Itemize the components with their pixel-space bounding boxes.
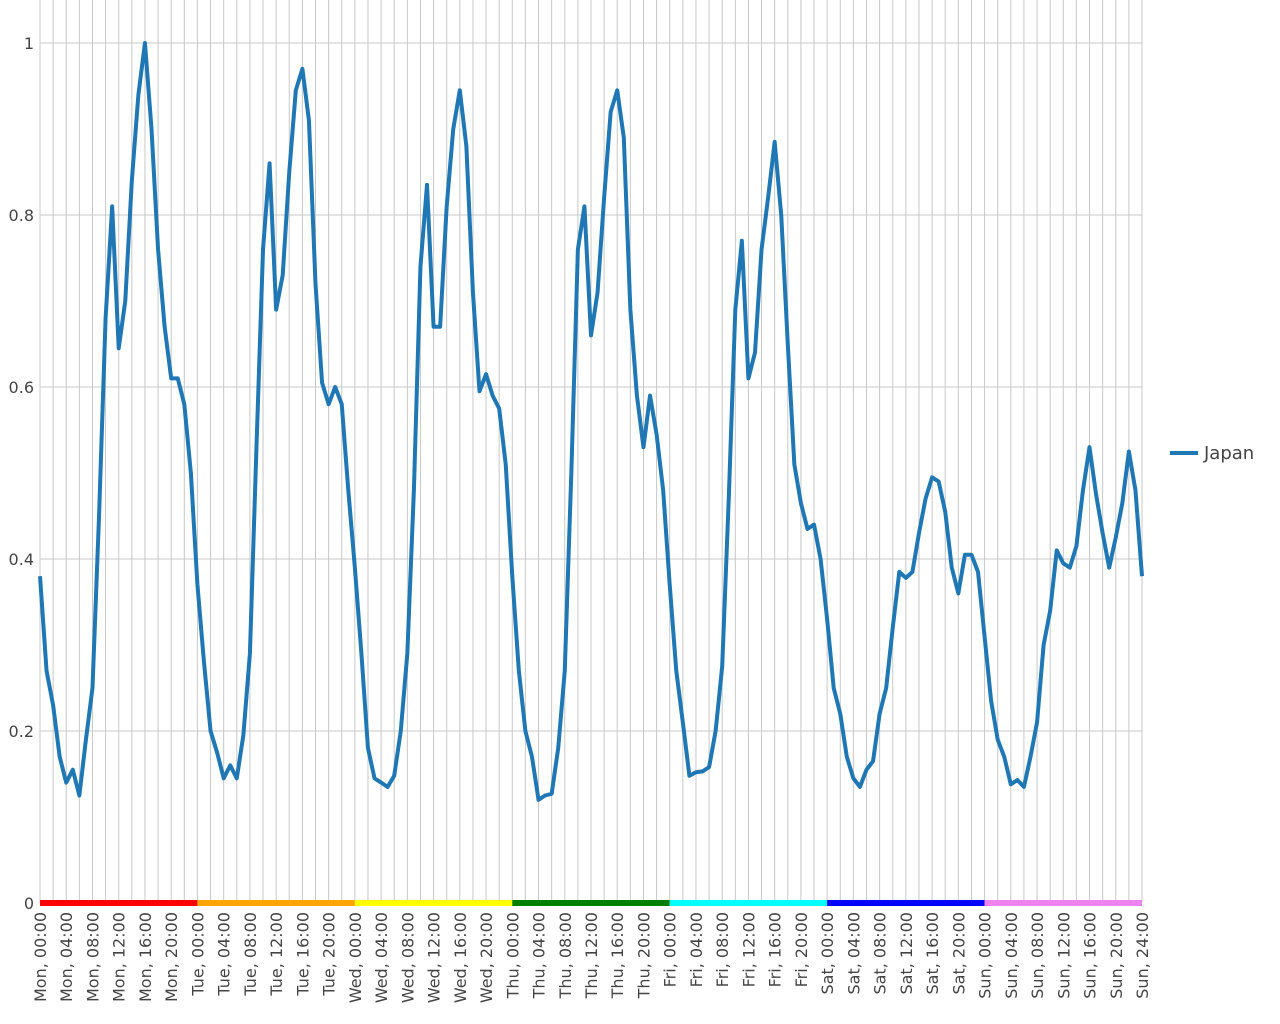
x-tick-label: Fri, 00:00 bbox=[661, 912, 680, 987]
x-tick-label: Sat, 20:00 bbox=[949, 912, 968, 995]
x-tick-label: Wed, 08:00 bbox=[398, 912, 417, 1003]
y-tick-label: 0.8 bbox=[9, 206, 34, 225]
x-tick-label: Wed, 16:00 bbox=[451, 912, 470, 1003]
x-tick-label: Thu, 00:00 bbox=[503, 912, 522, 999]
y-axis-tick-labels: 0 0.2 0.4 0.6 0.8 1 bbox=[9, 34, 34, 913]
x-tick-label: Thu, 08:00 bbox=[556, 912, 575, 999]
y-tick-label: 0 bbox=[24, 894, 34, 913]
legend[interactable]: Japan bbox=[1170, 443, 1254, 464]
x-tick-label: Fri, 16:00 bbox=[766, 912, 785, 987]
x-tick-label: Mon, 00:00 bbox=[31, 912, 50, 1002]
x-tick-label: Wed, 20:00 bbox=[477, 912, 496, 1003]
vertical-gridlines bbox=[39, 0, 1143, 903]
x-tick-label: Mon, 08:00 bbox=[83, 912, 102, 1002]
day-band-wed bbox=[354, 900, 513, 906]
series-layer bbox=[38, 41, 1144, 802]
x-tick-label: Sat, 04:00 bbox=[844, 912, 863, 995]
day-color-band bbox=[40, 900, 1142, 906]
x-tick-label: Sun, 20:00 bbox=[1107, 912, 1126, 999]
x-tick-label: Sat, 12:00 bbox=[897, 912, 916, 995]
x-tick-label: Fri, 12:00 bbox=[739, 912, 758, 987]
day-band-thu bbox=[512, 900, 670, 906]
x-tick-label: Mon, 04:00 bbox=[57, 912, 76, 1002]
x-tick-label: Mon, 16:00 bbox=[136, 912, 155, 1002]
y-tick-label: 0.6 bbox=[9, 378, 34, 397]
x-axis-tick-labels: Mon, 00:00 Mon, 04:00 Mon, 08:00 Mon, 12:00… bbox=[31, 912, 1152, 1003]
x-tick-label: Tue, 00:00 bbox=[188, 912, 207, 997]
x-tick-label: Thu, 20:00 bbox=[634, 912, 653, 999]
x-tick-label: Sun, 04:00 bbox=[1002, 912, 1021, 999]
x-tick-label: Sun, 08:00 bbox=[1028, 912, 1047, 999]
x-tick-label: Sat, 08:00 bbox=[871, 912, 890, 995]
day-band-fri bbox=[669, 900, 828, 906]
x-tick-label: Tue, 04:00 bbox=[215, 912, 234, 997]
x-tick-label: Wed, 04:00 bbox=[372, 912, 391, 1003]
x-tick-label: Tue, 20:00 bbox=[320, 912, 339, 997]
x-tick-label: Tue, 08:00 bbox=[241, 912, 260, 997]
x-tick-label: Fri, 04:00 bbox=[687, 912, 706, 987]
x-tick-label: Fri, 20:00 bbox=[792, 912, 811, 987]
horizontal-gridlines bbox=[40, 42, 1142, 732]
x-tick-label: Tue, 16:00 bbox=[293, 912, 312, 997]
series-line-japan bbox=[38, 41, 1144, 802]
x-tick-label: Sun, 16:00 bbox=[1081, 912, 1100, 999]
x-tick-label: Tue, 12:00 bbox=[267, 912, 286, 997]
x-tick-label: Mon, 20:00 bbox=[162, 912, 181, 1002]
x-tick-label: Sat, 16:00 bbox=[923, 912, 942, 995]
day-band-sat bbox=[827, 900, 985, 906]
x-tick-label: Sun, 24:00 bbox=[1133, 912, 1152, 999]
x-tick-label: Sun, 00:00 bbox=[976, 912, 995, 999]
x-tick-label: Sun, 12:00 bbox=[1054, 912, 1073, 999]
x-tick-label: Thu, 16:00 bbox=[608, 912, 627, 999]
x-tick-label: Thu, 12:00 bbox=[582, 912, 601, 999]
y-tick-label: 1 bbox=[24, 34, 34, 53]
day-band-tue bbox=[197, 900, 355, 906]
x-tick-label: Fri, 08:00 bbox=[713, 912, 732, 987]
x-tick-label: Sat, 00:00 bbox=[818, 912, 837, 995]
y-tick-label: 0.4 bbox=[9, 550, 34, 569]
y-tick-label: 0.2 bbox=[9, 722, 34, 741]
x-tick-label: Mon, 12:00 bbox=[110, 912, 129, 1002]
x-tick-label: Wed, 00:00 bbox=[346, 912, 365, 1003]
x-tick-label: Wed, 12:00 bbox=[425, 912, 444, 1003]
x-tick-label: Thu, 04:00 bbox=[530, 912, 549, 999]
legend-label[interactable]: Japan bbox=[1203, 443, 1254, 464]
day-band-sun bbox=[984, 900, 1142, 906]
day-band-mon bbox=[40, 900, 198, 906]
